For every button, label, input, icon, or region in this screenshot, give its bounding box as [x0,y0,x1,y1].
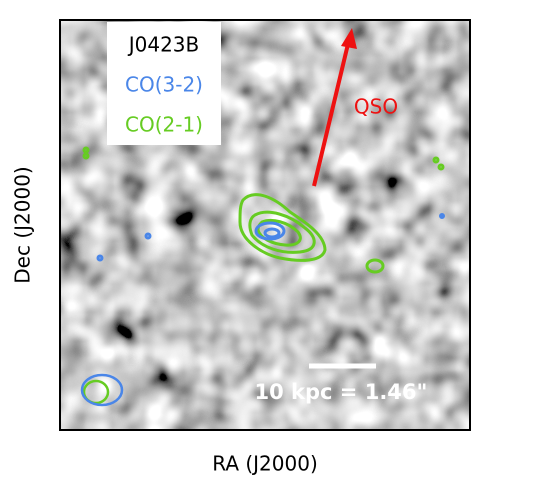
contours [80,146,445,407]
co32-contours [80,213,445,407]
qso-label: QSO [354,95,398,119]
x-axis-label: RA (J2000) [212,452,318,476]
arrow-shaft [312,43,350,187]
qso-arrow [312,28,357,187]
arrow-head [341,28,357,49]
scale-bar-label: 10 kpc = 1.46" [255,380,428,404]
legend-title: J0423B [127,33,200,57]
legend-entry: CO(3-2) [125,73,203,97]
legend-entry: CO(2-1) [125,113,203,137]
legend-box [107,22,221,145]
y-axis-label: Dec (J2000) [11,166,35,283]
frame [59,19,471,431]
